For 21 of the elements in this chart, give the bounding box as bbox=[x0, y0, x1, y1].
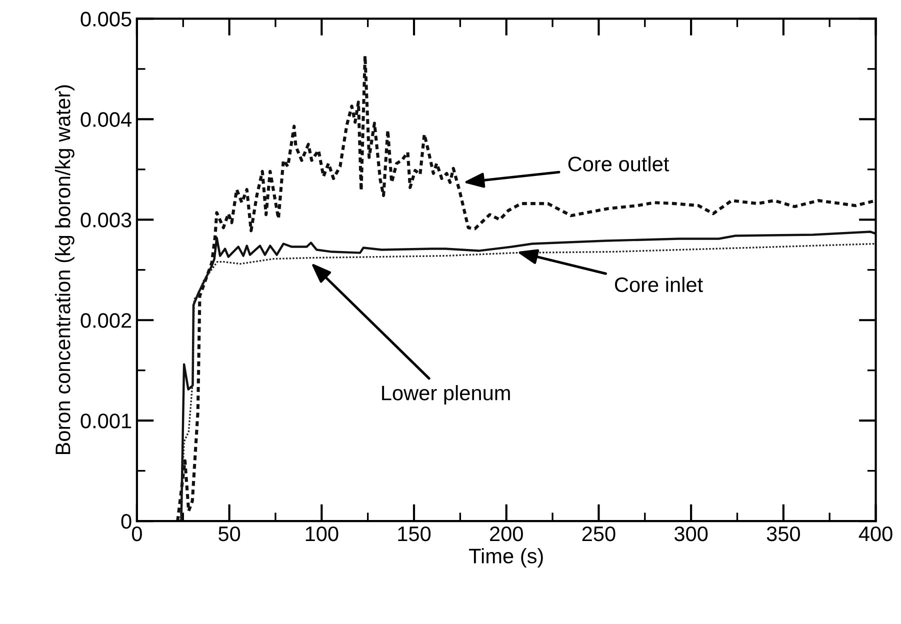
x-tick-label: 250 bbox=[582, 526, 616, 542]
line-series bbox=[176, 54, 876, 522]
y-tick-label: 0.004 bbox=[80, 112, 132, 127]
x-tick-label: 300 bbox=[674, 526, 708, 542]
x-tick-label: 150 bbox=[398, 526, 431, 542]
x-tick-label: 0 bbox=[132, 526, 142, 542]
x-tick-label: 50 bbox=[218, 526, 240, 542]
annotation: Lower plenum bbox=[382, 385, 510, 404]
annotation: Core inlet bbox=[614, 276, 703, 292]
y-tick-label: 0.002 bbox=[80, 313, 132, 328]
x-tick-label: 350 bbox=[766, 526, 800, 542]
x-tick-label: 100 bbox=[306, 526, 338, 542]
x-tick-label: 400 bbox=[858, 526, 892, 542]
y-tick-label: 0 bbox=[121, 514, 132, 529]
y-tick-label: 0.005 bbox=[80, 12, 132, 26]
y-tick-label: 0.001 bbox=[80, 414, 132, 428]
x-tick-label: 200 bbox=[490, 526, 523, 542]
y-tick-label: 0.003 bbox=[80, 212, 132, 228]
y-axis-title: Boron concentration (kg boron/kg water) bbox=[54, 85, 74, 454]
x-axis-title: Time (s) bbox=[469, 548, 543, 568]
annotation: Core outlet bbox=[568, 156, 670, 172]
